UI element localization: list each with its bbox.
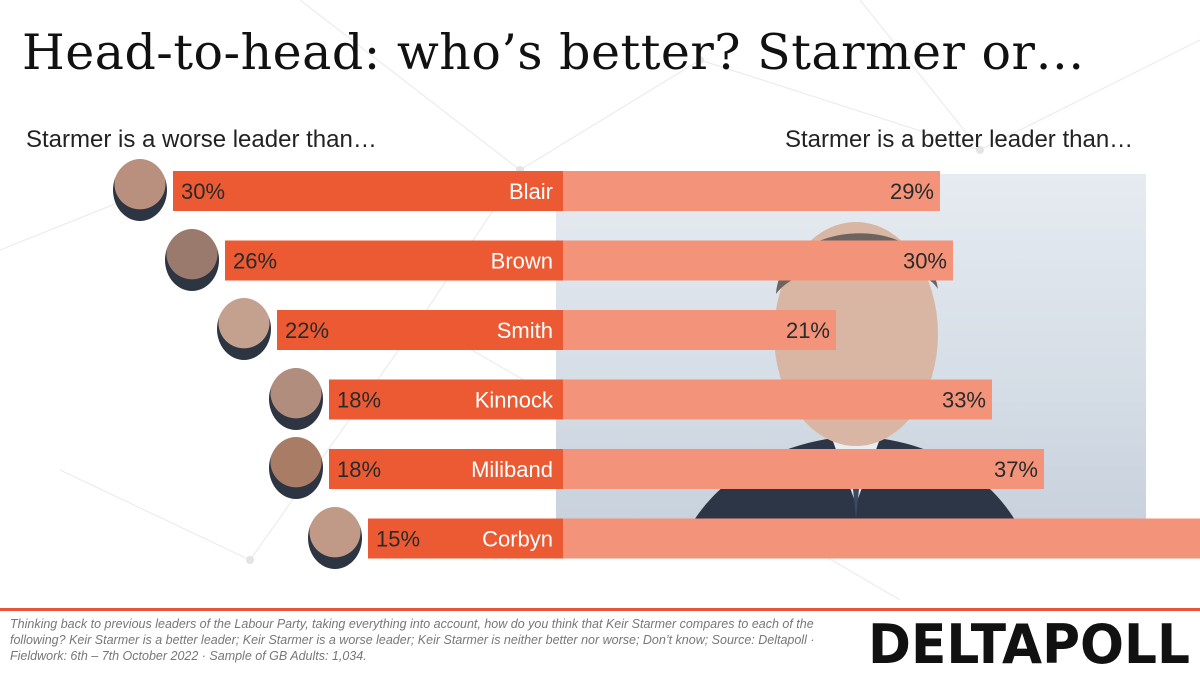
better-bar-miliband: [563, 449, 1044, 489]
better-value-label-kinnock: 33%: [942, 388, 986, 413]
category-label-kinnock: Kinnock: [475, 388, 554, 413]
worse-value-label-kinnock: 18%: [337, 388, 381, 413]
deltapoll-logo: DELTAPOLL: [868, 614, 1190, 670]
category-label-miliband: Miliband: [471, 457, 553, 482]
logo-text: DELTAPOLL: [868, 614, 1190, 670]
avatar-miliband: [269, 437, 323, 499]
better-value-label-smith: 21%: [786, 318, 830, 343]
category-label-brown: Brown: [491, 249, 553, 274]
category-label-smith: Smith: [497, 318, 553, 343]
footnote: Thinking back to previous leaders of the…: [10, 616, 860, 664]
avatar-kinnock: [269, 368, 323, 430]
avatar-blair: [113, 159, 167, 221]
better-bar-corbyn: [563, 519, 1200, 559]
category-label-corbyn: Corbyn: [482, 527, 553, 552]
better-value-label-brown: 30%: [903, 249, 947, 274]
footer-divider: [0, 608, 1200, 611]
worse-value-label-brown: 26%: [233, 249, 277, 274]
category-label-blair: Blair: [509, 179, 553, 204]
better-bar-blair: [563, 171, 940, 211]
better-value-label-blair: 29%: [890, 179, 934, 204]
avatar-corbyn: [308, 507, 362, 569]
worse-bar-blair: [173, 171, 563, 211]
worse-value-label-corbyn: 15%: [376, 527, 420, 552]
better-bar-kinnock: [563, 380, 992, 420]
better-value-label-miliband: 37%: [994, 457, 1038, 482]
worse-value-label-blair: 30%: [181, 179, 225, 204]
avatar-brown: [165, 229, 219, 291]
worse-value-label-smith: 22%: [285, 318, 329, 343]
better-bar-brown: [563, 241, 953, 281]
worse-value-label-miliband: 18%: [337, 457, 381, 482]
avatar-smith: [217, 298, 271, 360]
